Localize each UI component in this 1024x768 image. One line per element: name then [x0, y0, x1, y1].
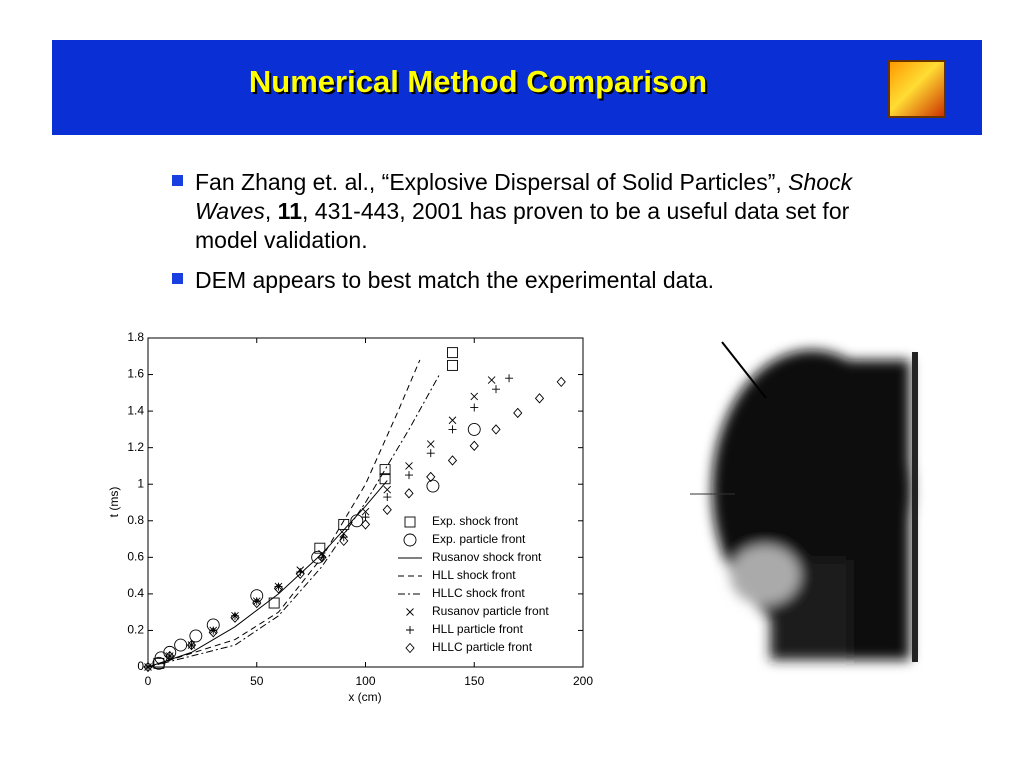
marker [513, 407, 523, 419]
legend-swatch [403, 533, 417, 547]
legend-swatch [405, 642, 415, 654]
text: , [264, 198, 278, 224]
marker [360, 519, 371, 530]
legend-label: Exp. particle front [432, 532, 526, 546]
marker [534, 393, 545, 404]
marker [492, 385, 500, 394]
marker [487, 376, 496, 384]
marker [186, 639, 197, 651]
legend-label: HLL particle front [432, 622, 524, 636]
line [147, 480, 388, 668]
marker [405, 462, 413, 470]
marker [404, 488, 414, 499]
y-axis-label: t (ms) [107, 487, 121, 518]
marker [152, 656, 166, 670]
marker [317, 552, 327, 563]
x-tick-label: 50 [250, 674, 264, 688]
y-tick-label: 0.6 [127, 550, 144, 564]
text: Fan Zhang et. al., “Explosive Dispersal … [195, 169, 789, 195]
header-band [52, 40, 982, 135]
marker [470, 392, 479, 401]
x-tick-label: 0 [145, 674, 152, 688]
marker [470, 403, 479, 412]
legend-swatch [406, 608, 414, 616]
logo [888, 60, 946, 118]
x-tick-label: 150 [464, 674, 484, 688]
marker [273, 583, 284, 594]
marker [467, 422, 481, 436]
marker [505, 374, 514, 383]
marker [268, 597, 280, 609]
marker [143, 661, 153, 673]
marker [318, 553, 326, 562]
marker [426, 471, 436, 483]
y-tick-label: 1.8 [127, 330, 144, 344]
bullet: DEM appears to best match the experiment… [170, 266, 910, 295]
legend-label: HLLC shock front [432, 586, 525, 600]
marker [469, 440, 479, 452]
bullet-list: Fan Zhang et. al., “Explosive Dispersal … [170, 168, 910, 306]
marker [187, 641, 196, 650]
marker [252, 597, 262, 609]
marker [339, 535, 349, 547]
y-tick-label: 0.8 [127, 513, 144, 527]
legend-label: Exp. shock front [432, 514, 519, 528]
marker [447, 455, 458, 466]
legend-swatch [406, 626, 414, 634]
marker [174, 638, 188, 652]
bullet: Fan Zhang et. al., “Explosive Dispersal … [170, 168, 910, 255]
marker [165, 650, 175, 662]
marker [383, 493, 392, 502]
legend-label: HLLC particle front [432, 640, 533, 654]
marker [189, 629, 203, 643]
marker [295, 568, 305, 579]
y-tick-label: 0 [137, 659, 144, 673]
text: 11 [277, 198, 302, 224]
marker [382, 504, 392, 515]
text: , 431-443, 2001 has proven to be a usefu… [195, 198, 850, 253]
marker [405, 471, 413, 480]
text: Shock Waves [195, 169, 853, 224]
marker [230, 612, 240, 623]
marker [426, 440, 435, 448]
marker [447, 359, 458, 371]
legend-swatch [404, 516, 416, 528]
legend-label: Rusanov shock front [432, 550, 542, 564]
photo [690, 338, 922, 664]
legend-label: HLL shock front [432, 568, 516, 582]
legend-label: Rusanov particle front [432, 604, 549, 618]
marker [361, 507, 370, 516]
line [147, 374, 440, 668]
marker [339, 533, 348, 542]
marker [426, 479, 440, 493]
marker [379, 464, 391, 476]
x-tick-label: 100 [355, 674, 375, 688]
x-tick-label: 200 [573, 674, 593, 688]
marker [448, 416, 457, 425]
y-tick-label: 0.4 [127, 586, 144, 600]
marker [556, 376, 566, 388]
x-axis-label: x (cm) [348, 690, 381, 704]
marker [383, 485, 392, 494]
marker [448, 425, 457, 434]
marker [491, 424, 501, 435]
marker [165, 652, 174, 661]
marker [426, 449, 435, 458]
y-tick-label: 1.2 [127, 440, 144, 454]
marker [144, 663, 152, 671]
marker [447, 347, 458, 359]
y-tick-label: 0.2 [127, 623, 144, 637]
y-tick-label: 1.4 [127, 403, 144, 417]
marker [208, 627, 218, 638]
y-tick-label: 1 [137, 476, 144, 490]
slide-title: Numerical Method Comparison [248, 64, 708, 99]
line [147, 359, 421, 668]
y-tick-label: 1.6 [127, 367, 144, 381]
marker [314, 542, 326, 554]
text: DEM appears to best match the experiment… [195, 267, 715, 293]
